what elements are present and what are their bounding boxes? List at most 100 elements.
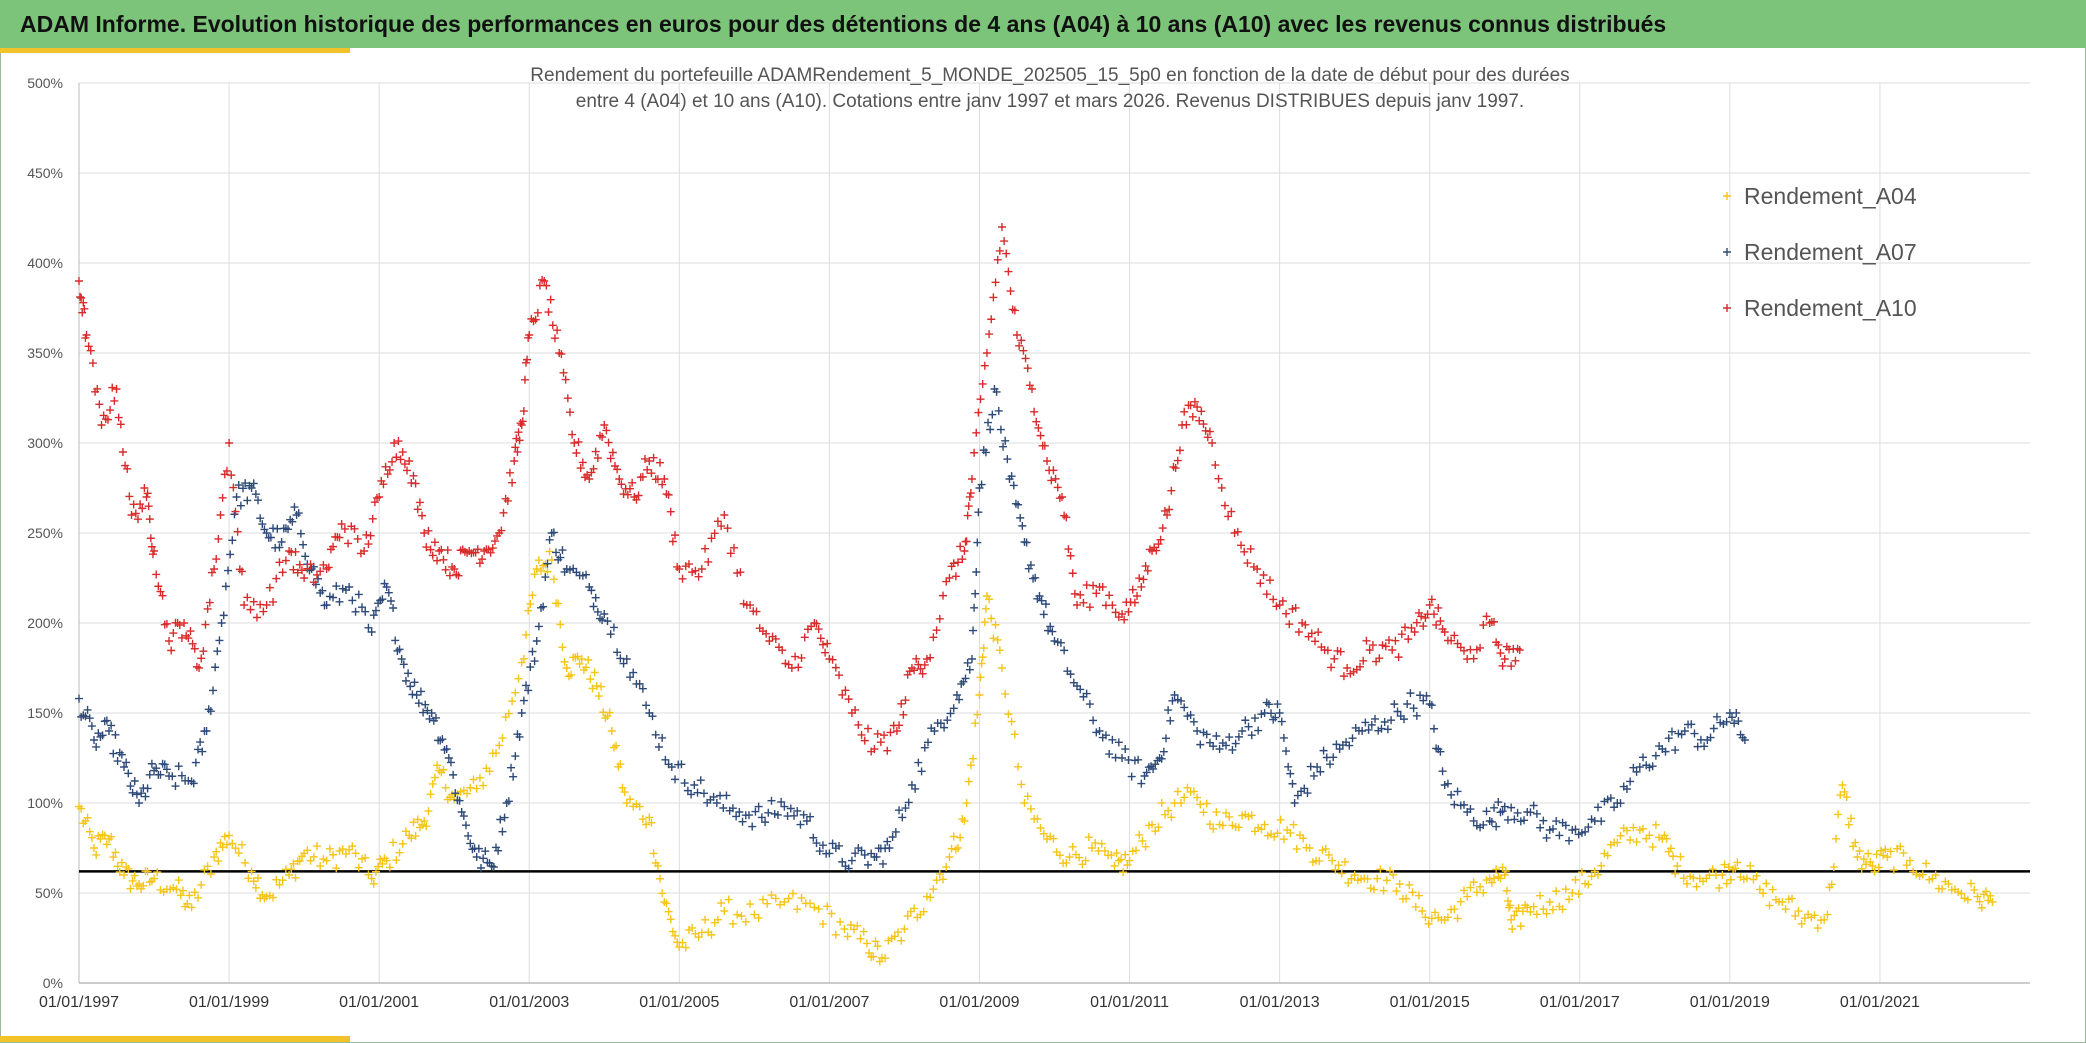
data-point-interp	[174, 762, 183, 771]
data-point-interp	[1984, 896, 1993, 905]
data-point-interp	[658, 733, 667, 742]
data-point-interp	[1060, 646, 1069, 655]
data-point-interp	[1299, 834, 1308, 843]
data-point-interp	[1294, 628, 1303, 637]
data-point-interp	[1496, 874, 1505, 883]
data-point	[945, 574, 954, 582]
data-point-interp	[1629, 763, 1638, 772]
data-point-interp	[1622, 784, 1631, 793]
data-point-interp	[1503, 896, 1512, 905]
data-point	[1275, 601, 1284, 609]
data-point-interp	[1876, 846, 1885, 855]
data-point-interp	[1023, 364, 1032, 373]
y-tick-label: 500%	[27, 75, 63, 91]
data-point-interp	[1597, 817, 1606, 826]
data-point-interp	[409, 471, 418, 480]
data-point-interp	[115, 868, 124, 877]
data-point-interp	[691, 566, 700, 575]
data-point-interp	[1307, 629, 1316, 638]
data-point-interp	[1315, 856, 1324, 865]
data-point-interp	[617, 480, 626, 489]
data-point	[577, 655, 586, 663]
data-point-interp	[1902, 861, 1911, 870]
data-point-interp	[411, 479, 420, 488]
data-point-interp	[233, 527, 242, 536]
data-point-interp	[1938, 884, 1947, 893]
data-point-interp	[1231, 739, 1240, 748]
data-point-interp	[713, 517, 722, 526]
data-point-interp	[688, 923, 697, 932]
data-point-interp	[265, 583, 274, 592]
data-point-interp	[1319, 746, 1328, 755]
data-point-interp	[409, 818, 418, 827]
data-point-interp	[1408, 888, 1417, 897]
data-point-interp	[1626, 777, 1635, 786]
data-point-interp	[955, 695, 964, 704]
data-point-interp	[591, 593, 600, 602]
data-point	[1418, 907, 1427, 915]
data-point-interp	[1542, 909, 1551, 918]
data-point-interp	[1813, 924, 1822, 933]
data-point-interp	[244, 874, 253, 883]
data-point-interp	[1394, 653, 1403, 662]
data-point-interp	[563, 394, 572, 403]
data-point-interp	[666, 915, 675, 924]
data-point-interp	[962, 799, 971, 808]
data-point-interp	[1453, 787, 1462, 796]
data-point-interp	[589, 464, 598, 473]
data-point-interp	[591, 447, 600, 456]
data-point-interp	[1434, 603, 1443, 612]
data-point-interp	[549, 528, 558, 537]
data-point-interp	[865, 948, 874, 957]
data-point	[1305, 844, 1314, 852]
data-point-interp	[428, 551, 437, 560]
data-point-interp	[1490, 803, 1499, 812]
data-point-interp	[699, 789, 708, 798]
data-point	[472, 853, 481, 861]
data-point-interp	[767, 796, 776, 805]
data-point-interp	[1082, 689, 1091, 698]
data-point-interp	[671, 531, 680, 540]
data-point-interp	[1720, 860, 1729, 869]
data-point-interp	[147, 542, 156, 551]
data-point-interp	[1105, 750, 1114, 759]
data-point-interp	[511, 688, 520, 697]
data-point-interp	[704, 557, 713, 566]
data-point	[997, 664, 1006, 672]
data-point-interp	[901, 804, 910, 813]
data-point-interp	[556, 620, 565, 629]
data-point	[382, 583, 391, 591]
data-point-interp	[1022, 538, 1031, 547]
data-point-interp	[130, 777, 139, 786]
data-point-interp	[1427, 595, 1436, 604]
data-point-interp	[1639, 824, 1648, 833]
y-tick-label: 450%	[27, 165, 63, 181]
data-point-interp	[648, 712, 657, 721]
data-point-interp	[776, 900, 785, 909]
data-point-interp	[812, 839, 821, 848]
data-point-interp	[143, 867, 152, 876]
data-point	[1215, 745, 1224, 753]
data-point-interp	[1209, 742, 1218, 751]
data-point-interp	[398, 839, 407, 848]
data-point-interp	[1487, 817, 1496, 826]
data-point-interp	[966, 489, 975, 498]
data-point-interp	[1330, 654, 1339, 663]
data-point-interp	[1597, 861, 1606, 870]
data-point-interp	[836, 917, 845, 926]
data-point-interp	[219, 611, 228, 620]
data-point-interp	[1257, 825, 1266, 834]
data-point-interp	[1291, 603, 1300, 612]
data-point-interp	[1427, 914, 1436, 923]
data-point-interp	[489, 862, 498, 871]
data-point	[532, 565, 541, 573]
data-point-interp	[694, 933, 703, 942]
data-point	[457, 808, 466, 816]
data-point-interp	[1584, 823, 1593, 832]
data-point	[1170, 691, 1179, 699]
data-point	[1568, 889, 1577, 897]
data-point-interp	[175, 620, 184, 629]
data-point	[1868, 862, 1877, 870]
data-point-interp	[423, 706, 432, 715]
